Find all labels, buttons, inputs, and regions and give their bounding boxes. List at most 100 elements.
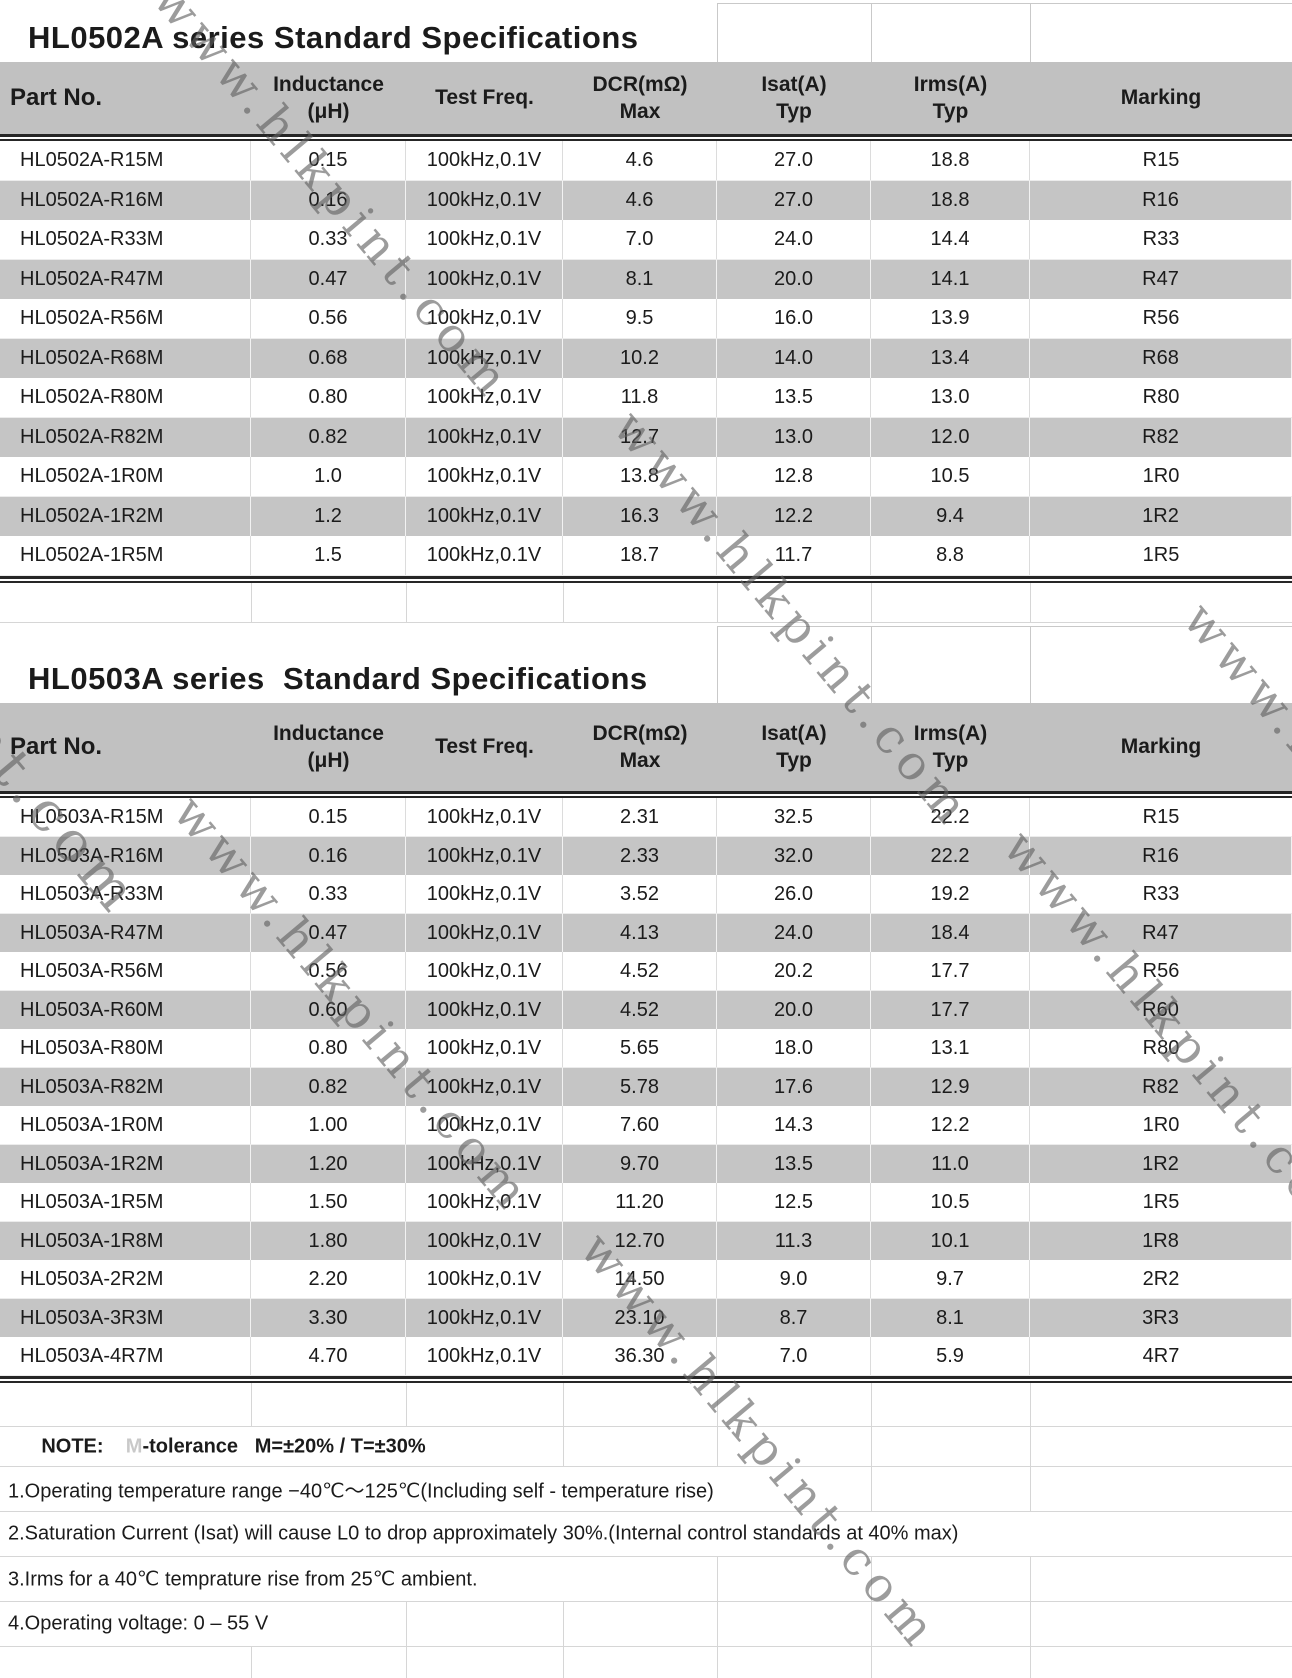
spec-cell-test-freq: 100kHz,0.1V (406, 220, 563, 259)
grid-line (1030, 1557, 1031, 1601)
note-row-3: 3.Irms for a 40℃ temprature rise from 25… (0, 1557, 1292, 1602)
spec-cell-test-freq: 100kHz,0.1V (406, 1260, 563, 1298)
spec-cell-dcr: 4.13 (563, 914, 717, 952)
spec-cell-marking: R16 (1030, 837, 1292, 875)
spec-row-HL0502A-R80M: HL0502A-R80M 0.80 100kHz,0.1V 11.8 13.5 13.0 R… (0, 378, 1292, 418)
grid-line (871, 1647, 872, 1678)
grid-line (251, 1383, 252, 1426)
spec-cell-isat: 20.2 (717, 952, 871, 990)
note-faint-prefix: M (125, 1435, 143, 1457)
grid-line (563, 1602, 564, 1646)
spec-cell-part-no: HL0502A-1R0M (0, 457, 251, 496)
grid-line (1030, 1427, 1031, 1466)
spec-cell-isat: 11.3 (717, 1222, 871, 1260)
spec-cell-dcr: 10.2 (563, 339, 717, 378)
spec-cell-irms: 13.4 (871, 339, 1030, 378)
spec-cell-test-freq: 100kHz,0.1V (406, 457, 563, 496)
column-header-part-no: Part No. (0, 62, 251, 134)
spec-cell-part-no: HL0502A-R68M (0, 339, 251, 378)
table1-header-row: Part No. Inductance (μH) Test Freq. DCR(mΩ) M… (0, 62, 1292, 134)
spec-cell-irms: 17.7 (871, 952, 1030, 990)
grid-line (871, 583, 872, 622)
spec-cell-isat: 12.2 (717, 497, 871, 536)
column-header-line1: Isat(A) (761, 721, 827, 745)
spec-cell-marking: R33 (1142, 882, 1180, 905)
empty-grid-cell (871, 626, 1030, 703)
spec-cell-marking: R15 (1142, 149, 1180, 171)
spec-row-HL0503A-R16M: HL0503A-R16M 0.16 100kHz,0.1V 2.33 32.0 22.2 R… (0, 837, 1292, 875)
spec-cell-inductance: 0.15 (251, 141, 406, 180)
spec-cell-dcr: 4.52 (563, 952, 717, 990)
spec-cell-isat: 12.5 (717, 1183, 871, 1221)
spec-cell-irms: 5.9 (871, 1337, 1030, 1375)
spec-cell-dcr: 12.7 (563, 418, 717, 457)
note-row-2: 2.Saturation Current (Isat) will cause L… (0, 1512, 1292, 1557)
spec-cell-inductance: 1.80 (251, 1222, 406, 1260)
spec-cell-part-no: HL0503A-1R0M (0, 1106, 251, 1144)
grid-line (717, 1647, 718, 1678)
empty-grid-cell (717, 626, 871, 703)
spec-cell-inductance: 0.60 (251, 991, 406, 1029)
column-header-irms: Irms(A) Typ (871, 703, 1030, 791)
note-header-text: NOTE: M-tolerance M=±20% / T=±30% (8, 1412, 425, 1481)
spec-row-HL0503A-R80M: HL0503A-R80M 0.80 100kHz,0.1V 5.65 18.0 13.1 R… (0, 1029, 1292, 1068)
note-line-2: 2.Saturation Current (Isat) will cause L… (8, 1522, 959, 1545)
spec-cell-dcr: 4.6 (563, 141, 717, 180)
spec-cell-test-freq: 100kHz,0.1V (406, 260, 563, 299)
grid-line (871, 1427, 872, 1466)
spec-cell-part-no: HL0503A-R60M (0, 991, 251, 1029)
table-bottom-double-rule (0, 1376, 1292, 1383)
spec-cell-isat: 13.5 (717, 1145, 871, 1183)
empty-grid-cell (871, 3, 1030, 62)
spec-cell-marking: R80 (1142, 1036, 1180, 1059)
column-header-line1: Isat(A) (761, 72, 827, 96)
spec-row-HL0502A-R47M: HL0502A-R47M 0.47 100kHz,0.1V 8.1 20.0 14.1 R4… (0, 260, 1292, 299)
spec-row-HL0502A-R82M: HL0502A-R82M 0.82 100kHz,0.1V 12.7 13.0 12.0 R… (0, 418, 1292, 457)
note-tolerance-suffix: -tolerance (142, 1435, 239, 1457)
column-header-line2: Typ (776, 749, 812, 772)
spec-row-HL0503A-1R2M: HL0503A-1R2M 1.20 100kHz,0.1V 9.70 13.5 11.0 1… (0, 1145, 1292, 1183)
empty-grid-cell (1030, 3, 1292, 62)
spec-cell-irms: 14.1 (871, 260, 1030, 299)
grid-line (871, 1557, 872, 1601)
spec-cell-marking: R80 (1142, 386, 1180, 408)
spec-row-HL0502A-1R5M: HL0502A-1R5M 1.5 100kHz,0.1V 18.7 11.7 8.8 1R5 (0, 536, 1292, 576)
spec-row-HL0502A-R33M: HL0502A-R33M 0.33 100kHz,0.1V 7.0 24.0 14.4 R3… (0, 220, 1292, 260)
table1-title-row: HL0502A series Standard Specifications (0, 0, 1292, 62)
spec-cell-part-no: HL0503A-R80M (0, 1029, 251, 1067)
spec-cell-part-no: HL0502A-R47M (0, 260, 251, 299)
table2-title: HL0503A series Standard Specifications (28, 661, 648, 696)
spec-row-HL0503A-2R2M: HL0503A-2R2M 2.20 100kHz,0.1V 14.50 9.0 9.7 2R… (0, 1260, 1292, 1299)
spec-cell-part-no: HL0503A-1R2M (0, 1145, 251, 1183)
grid-line (717, 583, 718, 622)
spec-cell-dcr: 2.31 (563, 798, 717, 836)
grid-line (563, 1427, 564, 1466)
spec-cell-irms: 12.9 (871, 1068, 1030, 1106)
column-header-line1: DCR(mΩ) (592, 721, 688, 745)
spec-cell-test-freq: 100kHz,0.1V (406, 378, 563, 417)
spec-cell-test-freq: 100kHz,0.1V (406, 536, 563, 575)
spec-cell-test-freq: 100kHz,0.1V (406, 497, 563, 536)
spec-row-HL0503A-R56M: HL0503A-R56M 0.56 100kHz,0.1V 4.52 20.2 17.7 R… (0, 952, 1292, 991)
spec-cell-dcr: 8.1 (563, 260, 717, 299)
spec-cell-marking: R33 (1142, 228, 1180, 250)
spec-row-HL0503A-1R5M: HL0503A-1R5M 1.50 100kHz,0.1V 11.20 12.5 10.5… (0, 1183, 1292, 1222)
spec-cell-test-freq: 100kHz,0.1V (406, 837, 563, 875)
note-line-4: 4.Operating voltage: 0 – 55 V (8, 1612, 269, 1635)
column-header-line1: Inductance (273, 72, 384, 96)
spec-cell-test-freq: 100kHz,0.1V (406, 798, 563, 836)
grid-line (251, 1647, 252, 1678)
column-header-inductance: Inductance (μH) (251, 62, 406, 134)
spec-cell-isat: 12.8 (717, 457, 871, 496)
column-header-line1: Part No. (10, 733, 103, 761)
spec-cell-part-no: HL0503A-R15M (0, 798, 251, 836)
spec-cell-part-no: HL0503A-R33M (0, 875, 251, 913)
spec-cell-isat: 24.0 (717, 914, 871, 952)
spec-cell-isat: 27.0 (717, 181, 871, 220)
spec-cell-marking: R47 (1030, 260, 1292, 299)
column-header-isat: Isat(A) Typ (717, 62, 871, 134)
spec-cell-inductance: 0.47 (251, 914, 406, 952)
table-bottom-double-rule (0, 576, 1292, 583)
spec-cell-dcr: 4.6 (563, 181, 717, 220)
header-double-rule (0, 134, 1292, 141)
